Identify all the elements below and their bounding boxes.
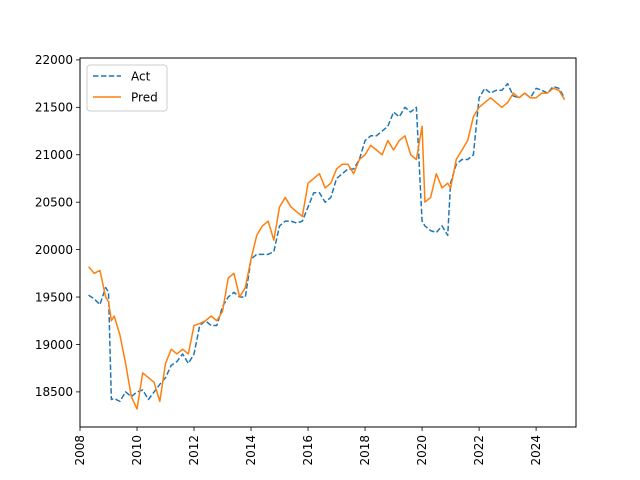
y-tick-label: 21500 bbox=[35, 101, 73, 115]
y-tick-label: 20000 bbox=[35, 243, 73, 257]
y-tick-label: 19000 bbox=[35, 338, 73, 352]
x-tick-label: 2014 bbox=[244, 435, 258, 466]
plot-area-frame bbox=[79, 57, 577, 428]
x-tick-label: 2010 bbox=[130, 435, 144, 466]
x-tick-label: 2022 bbox=[472, 435, 486, 466]
x-tick-label: 2020 bbox=[415, 435, 429, 466]
x-tick-label: 2008 bbox=[73, 435, 87, 466]
x-tick-label: 2016 bbox=[301, 435, 315, 466]
y-tick-label: 21000 bbox=[35, 148, 73, 162]
y-tick-label: 18500 bbox=[35, 385, 73, 399]
y-tick-label: 20500 bbox=[35, 195, 73, 209]
y-axis: 18500 19000 19500 20000 20500 21000 21500 22000 bbox=[35, 53, 80, 399]
series-line-pred bbox=[87, 87, 566, 410]
legend-frame bbox=[86, 64, 168, 112]
x-axis: 2008 2010 2012 2014 2016 2018 2020 2022 2024 bbox=[73, 427, 543, 466]
series-layer bbox=[87, 82, 566, 410]
y-tick-label: 19500 bbox=[35, 290, 73, 304]
x-tick-label: 2018 bbox=[358, 435, 372, 466]
series-line-act bbox=[88, 82, 566, 403]
x-tick-label: 2012 bbox=[187, 435, 201, 466]
x-tick-label: 2024 bbox=[529, 435, 543, 466]
y-tick-label: 22000 bbox=[35, 53, 73, 67]
legend-label-pred: Pred bbox=[131, 90, 158, 104]
legend-label-act: Act bbox=[131, 69, 151, 83]
legend: Act Pred bbox=[86, 64, 168, 112]
plot-area-background bbox=[80, 58, 576, 427]
